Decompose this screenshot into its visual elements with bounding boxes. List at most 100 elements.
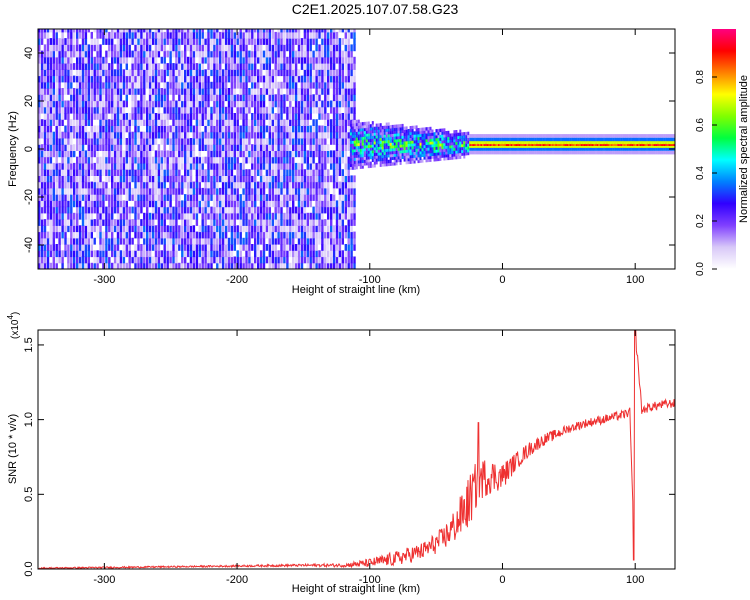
spectrogram-cell <box>332 181 336 189</box>
spectrogram-cell <box>189 256 193 264</box>
spectrogram-cell <box>257 29 260 33</box>
spectrogram-cell <box>236 131 239 139</box>
spectrogram-cell <box>363 159 366 163</box>
spectrogram-cell <box>99 81 102 89</box>
spectrogram-cell <box>93 250 96 258</box>
spectrogram-cell <box>321 256 324 264</box>
spectrogram-cell <box>286 56 289 64</box>
spectrogram-cell <box>43 69 47 77</box>
spectrogram-cell <box>265 113 269 120</box>
spectrogram-cell <box>286 262 289 269</box>
spectrogram-cell <box>84 63 88 70</box>
spectrogram-cell <box>294 38 298 45</box>
spectrogram-cell <box>478 144 481 148</box>
spectrogram-cell <box>421 142 424 146</box>
spectrogram-cell <box>245 131 248 139</box>
spectrogram-cell <box>367 164 370 169</box>
spectrogram-cell <box>76 144 79 151</box>
spectrogram-cell <box>163 225 166 233</box>
spectrogram-cell <box>172 29 175 33</box>
spectrogram-cell <box>397 153 400 157</box>
spectrogram-cell <box>93 181 96 189</box>
spectrogram-cell <box>233 219 236 226</box>
spectrogram-cell <box>306 200 309 208</box>
spectrogram-cell <box>204 44 207 52</box>
spectrogram-cell <box>292 256 295 264</box>
spectrogram-cell <box>245 212 248 220</box>
spectrogram-cell <box>405 158 408 162</box>
spectrogram-cell <box>157 262 161 269</box>
spectrogram-cell <box>245 31 248 39</box>
spectrogram-cell <box>493 144 495 148</box>
spectrogram-cell <box>375 135 378 139</box>
spectrogram-cell <box>482 142 484 146</box>
spectrogram-cell <box>262 256 266 264</box>
spectrogram-cell <box>192 38 196 45</box>
spectrogram-cell <box>134 244 137 251</box>
spectrogram-cell <box>265 194 269 201</box>
spectrogram-cell <box>324 38 327 45</box>
spectrogram-cell <box>300 38 304 45</box>
spectrogram-cell <box>90 125 93 133</box>
spectrogram-cell <box>43 131 47 139</box>
spectrogram-cell <box>233 81 236 89</box>
spectrogram-cell <box>268 231 271 239</box>
spectrogram-cell <box>160 256 163 264</box>
spectrogram-cell <box>87 100 90 108</box>
spectrogram-cell <box>248 181 251 189</box>
spectrogram-cell <box>160 194 163 201</box>
spectrogram-cell <box>163 181 166 189</box>
spectrogram-cell <box>335 44 339 52</box>
spectrogram-cell <box>254 75 257 83</box>
spectrogram-cell <box>93 206 96 214</box>
spectrogram-cell <box>303 131 307 139</box>
spectrogram-cell <box>52 44 55 52</box>
spectrogram-cell <box>254 113 257 120</box>
spectrogram-cell <box>257 88 260 95</box>
spectrogram-cell <box>472 140 475 145</box>
spectrogram-cell <box>160 138 163 145</box>
spectrogram-cell <box>169 231 172 239</box>
spectrogram-cell <box>216 194 219 201</box>
spectrogram-cell <box>347 81 350 89</box>
spectrogram-cell <box>46 194 50 201</box>
spectrogram-cell <box>239 175 242 183</box>
spectrogram-cell <box>283 237 286 245</box>
spectrogram-cell <box>125 237 128 245</box>
spectrogram-cell <box>303 69 307 77</box>
spectrogram-cell <box>55 81 58 89</box>
spectrogram-cell <box>248 156 251 164</box>
spectrogram-cell <box>70 162 73 170</box>
spectrogram-cell <box>373 146 376 151</box>
spectrogram-cell <box>195 63 199 70</box>
spectrogram-cell <box>70 50 73 58</box>
spectrogram-cell <box>40 200 44 208</box>
spectrogram-cell <box>306 181 309 189</box>
spectrogram-cell <box>502 137 505 142</box>
spectrogram-cell <box>283 256 286 264</box>
spectrogram-cell <box>81 75 85 83</box>
spectrogram-cell <box>387 162 390 167</box>
spectrogram-cell <box>312 29 315 33</box>
spectrogram-cell <box>204 175 207 183</box>
spectrogram-cell <box>178 162 181 170</box>
spectrogram-cell <box>151 237 155 245</box>
spectrogram-cell <box>294 125 298 133</box>
spectrogram-cell <box>257 56 260 64</box>
spectrogram-cell <box>157 231 161 239</box>
spectrogram-cell <box>262 75 266 83</box>
spectrogram-cell <box>175 175 178 183</box>
spectrogram-cell <box>303 31 307 39</box>
spectrogram-cell <box>210 94 213 102</box>
spectrogram-cell <box>312 106 315 114</box>
spectrogram-cell <box>277 119 280 126</box>
spectrogram-cell <box>219 225 222 233</box>
spectrogram-cell <box>286 63 289 70</box>
spectrogram-cell <box>233 156 236 164</box>
spectrogram-cell <box>504 137 507 142</box>
spectrogram-cell <box>224 219 228 226</box>
spectrogram-cell <box>277 237 280 245</box>
spectrogram-cell <box>219 244 222 251</box>
spectrogram-cell <box>257 69 260 77</box>
spectrogram-cell <box>131 156 134 164</box>
